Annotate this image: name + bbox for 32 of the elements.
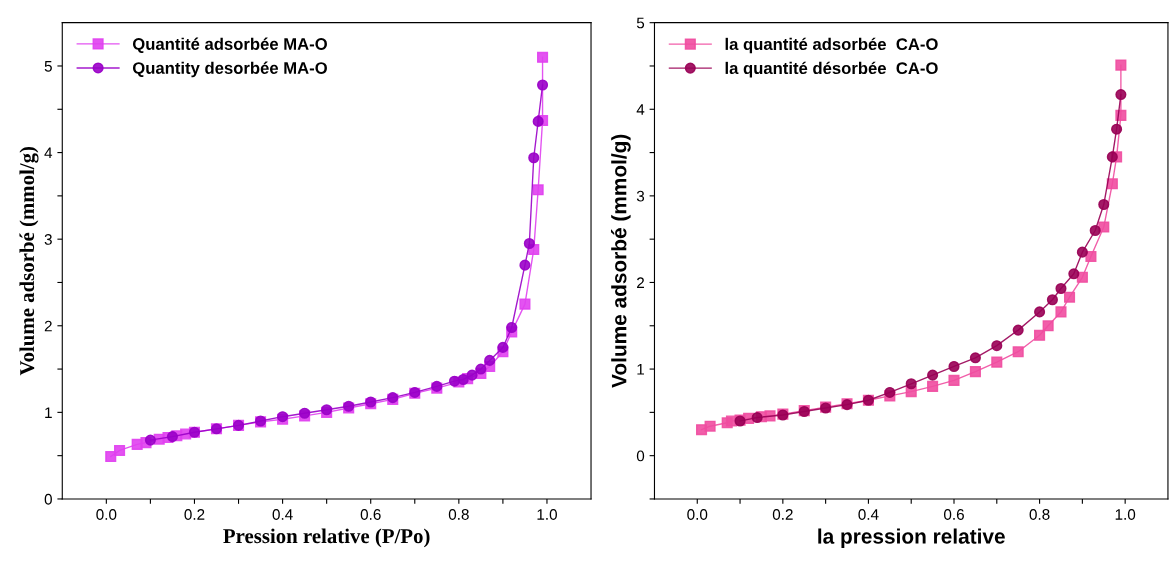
x-tick-label: 1.0	[1115, 509, 1136, 520]
x-tick-label: 0.8	[1029, 509, 1050, 520]
x-tick-label: 1.0	[537, 509, 557, 520]
x-axis-title: la pression relative	[818, 528, 1005, 548]
y-tick-label: 5	[636, 17, 645, 29]
y-axis-title: Volume adsorbé (mmol/g)	[19, 146, 39, 376]
legend-label: la quantité adsorbée CA-O	[725, 37, 938, 54]
y-tick-label: 1	[637, 364, 645, 375]
x-tick-label: 0.0	[96, 509, 117, 520]
x-tick-label: 0.8	[448, 509, 469, 520]
legend-label: Quantity desorbée MA-O	[132, 61, 327, 78]
y-tick-label: 5	[44, 61, 52, 72]
legend-label: Quantité adsorbée MA-O	[132, 37, 327, 54]
y-axis-title: Volume adsorbé (mmol/g)	[611, 134, 631, 388]
legend-label: la quantité désorbée CA-O	[725, 61, 938, 78]
y-tick-label: 3	[636, 190, 645, 202]
x-tick-label: 0.6	[943, 509, 964, 520]
y-tick-label: 2	[44, 320, 52, 332]
y-tick-label: 3	[44, 234, 52, 245]
x-tick-label: 0.0	[687, 509, 708, 520]
x-tick-label: 0.4	[858, 509, 879, 520]
y-tick-label: 1	[45, 407, 52, 418]
x-tick-label: 0.6	[360, 509, 381, 520]
y-tick-label: 0	[636, 450, 645, 462]
y-tick-label: 0	[44, 493, 52, 505]
x-axis-title: Pression relative (P/Po)	[223, 528, 430, 548]
x-tick-label: 0.4	[272, 509, 293, 520]
x-tick-label: 0.2	[184, 509, 205, 520]
y-tick-label: 2	[637, 277, 644, 288]
x-tick-label: 0.2	[772, 509, 793, 520]
y-tick-label: 4	[636, 104, 645, 115]
y-tick-label: 4	[44, 147, 53, 159]
